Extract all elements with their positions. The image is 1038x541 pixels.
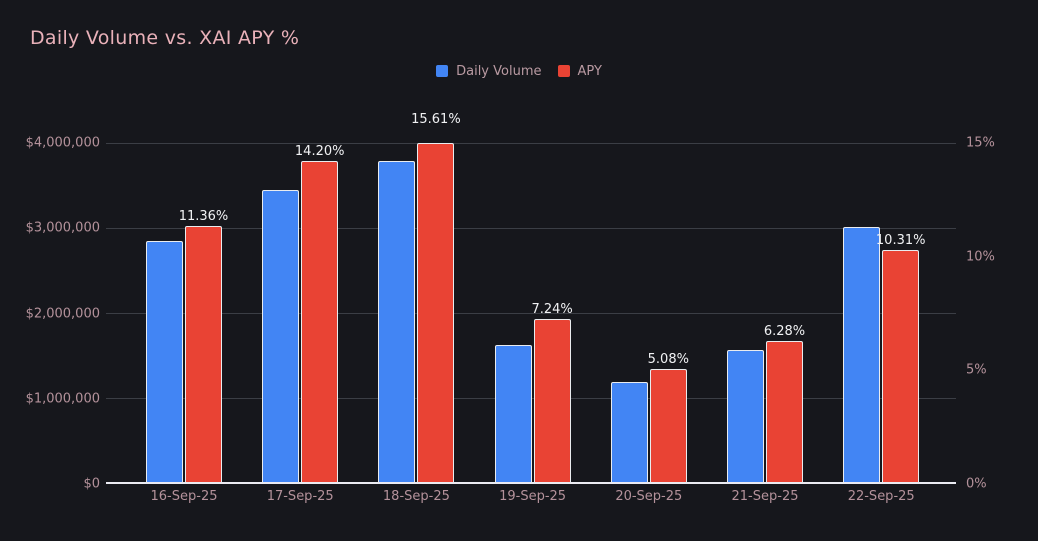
bar-apy[interactable] — [301, 161, 339, 484]
apy-data-label: 11.36% — [178, 208, 229, 224]
x-axis-tick: 16-Sep-25 — [150, 489, 218, 504]
bar-daily-volume[interactable] — [378, 161, 416, 484]
left-axis-tick: $1,000,000 — [25, 391, 100, 407]
left-axis-tick: $4,000,000 — [25, 135, 100, 151]
left-axis-tick: $3,000,000 — [25, 220, 100, 236]
plot-area: 11.36% 14.20% 15.61% 7.24% 5.08% 6.28% 10.31% — [106, 112, 956, 484]
legend-item-apy[interactable]: APY — [557, 63, 602, 79]
apy-data-label: 6.28% — [763, 324, 806, 340]
gridline — [106, 142, 956, 144]
left-axis-tick: $0 — [83, 476, 100, 492]
apy-data-label: 14.20% — [294, 144, 345, 160]
bar-apy[interactable] — [417, 143, 455, 484]
x-axis-tick: 20-Sep-25 — [615, 489, 683, 504]
bar-apy[interactable] — [533, 319, 571, 484]
x-axis-tick: 19-Sep-25 — [499, 489, 567, 504]
apy-data-label: 15.61% — [411, 112, 461, 128]
right-axis-tick: 5% — [966, 362, 987, 378]
bar-apy[interactable] — [766, 341, 803, 484]
bar-daily-volume[interactable] — [146, 241, 183, 484]
bar-daily-volume[interactable] — [610, 382, 648, 484]
x-axis-tick: 22-Sep-25 — [847, 489, 915, 504]
bar-apy[interactable] — [649, 369, 687, 484]
bar-daily-volume[interactable] — [843, 227, 881, 484]
chart-title: Daily Volume vs. XAI APY % — [30, 27, 300, 49]
apy-data-label: 10.31% — [875, 232, 926, 248]
bar-apy[interactable] — [185, 226, 222, 484]
bar-apy[interactable] — [882, 250, 920, 484]
x-axis-tick: 18-Sep-25 — [382, 489, 450, 504]
legend-item-label: APY — [577, 63, 602, 79]
x-axis-tick: 21-Sep-25 — [731, 489, 799, 504]
legend-swatch-icon — [436, 65, 449, 77]
x-axis: 16-Sep-25 17-Sep-25 18-Sep-25 19-Sep-25 20-S… — [106, 489, 956, 507]
gridline — [106, 227, 956, 229]
right-axis-tick: 10% — [966, 249, 995, 265]
bar-daily-volume[interactable] — [727, 350, 764, 484]
legend-item-label: Daily Volume — [456, 63, 542, 79]
apy-data-label: 5.08% — [647, 351, 689, 367]
chart-legend: Daily Volume APY — [0, 63, 1038, 79]
bar-daily-volume[interactable] — [494, 345, 532, 484]
right-axis: 0% 5% 10% 15% — [966, 136, 1036, 492]
gridline — [106, 313, 956, 314]
legend-item-daily-volume[interactable]: Daily Volume — [436, 63, 542, 79]
left-axis: $0 $1,000,000 $2,000,000 $3,000,000 $4,000,0… — [0, 136, 100, 492]
apy-data-label: 7.24% — [531, 302, 573, 318]
legend-swatch-icon — [557, 65, 570, 77]
right-axis-tick: 15% — [966, 135, 995, 151]
right-axis-tick: 0% — [966, 476, 987, 492]
bar-daily-volume[interactable] — [262, 190, 300, 484]
x-axis-line — [106, 482, 956, 484]
x-axis-tick: 17-Sep-25 — [266, 489, 334, 504]
left-axis-tick: $2,000,000 — [25, 306, 100, 321]
